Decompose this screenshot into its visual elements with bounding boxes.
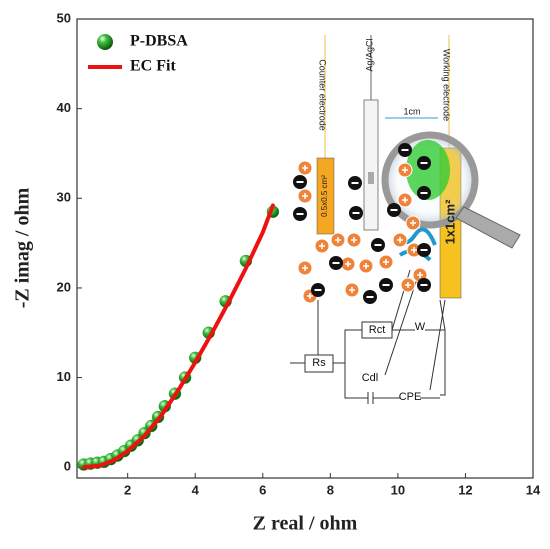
plus-sign [307,293,313,299]
y-tick-label: 0 [64,459,71,474]
x-tick-label: 4 [192,482,200,497]
plus-sign [402,167,408,173]
plus-sign [345,261,351,267]
inset-label: W [415,321,426,333]
y-tick-label: 20 [57,279,71,294]
inset-label: Working electrode [442,49,452,121]
x-axis-label: Z real / ohm [253,513,358,535]
inset-label: Counter electrode [318,59,328,131]
inset-label: Ag/AgCl [364,38,374,71]
legend-label: P-DBSA [130,33,188,50]
x-tick-label: 2 [124,482,131,497]
reference-frit [368,172,374,184]
plus-sign [405,282,411,288]
y-tick-label: 30 [57,190,71,205]
plus-sign [383,259,389,265]
x-tick-label: 6 [259,482,266,497]
inset-label: Cdl [362,372,379,384]
plus-sign [351,237,357,243]
plot-frame [76,18,534,479]
counter-electrode [316,157,335,235]
plus-sign [363,263,369,269]
inset-label: Rs [312,357,326,369]
inset-diagram: Counter electrode Ag/AgCl Working electrod… [290,35,521,404]
legend-label: EC Fit [130,58,176,75]
y-axis-label: -Z imag / ohm [12,187,34,308]
plus-sign [349,287,355,293]
plus-sign [302,165,308,171]
y-tick-label: 10 [57,369,71,384]
magnifier-handle [455,206,521,249]
plus-sign [402,197,408,203]
y-tick-label: 50 [57,10,71,25]
inset-label: CPE [399,391,422,403]
legend-swatch [97,34,113,50]
circuit [290,269,446,404]
plus-sign [411,247,417,253]
inset-label: 0.5x0.5 cm² [320,175,329,217]
inset-label: 1cm [403,106,420,116]
polymer [406,140,450,200]
x-tick-label: 14 [526,482,541,497]
x-tick-label: 12 [458,482,472,497]
y-tick-label: 40 [57,100,71,115]
fit-line [81,203,275,470]
x-tick-label: 8 [327,482,334,497]
plus-sign [335,237,341,243]
plus-sign [302,193,308,199]
inset-label: Rct [369,324,386,336]
reference-electrode [363,99,379,231]
plus-sign [319,243,325,249]
plus-sign [302,265,308,271]
plus-sign [397,237,403,243]
x-tick-label: 10 [391,482,405,497]
plus-sign [410,220,416,226]
inset-label: 1x1cm² [442,199,457,244]
plus-sign [417,272,423,278]
